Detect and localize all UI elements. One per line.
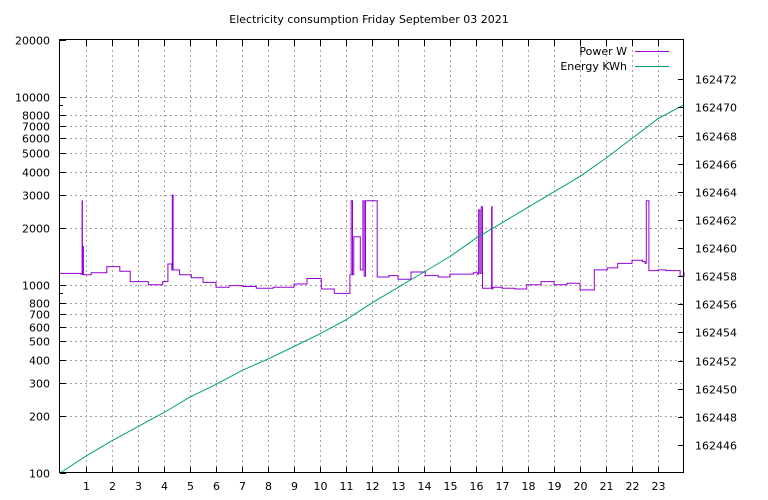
tick-labels: 1 2 3 4 5 6 7 8 9 10 11 12 13 14 15 16 17 18 19 20 21 22 23100… [15, 35, 737, 494]
x-tick-label: 15 [444, 480, 458, 493]
y-tick-label: 6000 [22, 133, 50, 146]
y2-tick-label: 162454 [695, 327, 737, 340]
y2-tick-label: 162452 [695, 356, 737, 369]
series-line-power [60, 194, 685, 294]
x-tick-label: 11 [340, 480, 354, 493]
x-tick-label: 21 [600, 480, 614, 493]
x-tick-label: 18 [522, 480, 536, 493]
x-tick-label: 7 [239, 480, 246, 493]
x-tick-label: 16 [470, 480, 484, 493]
x-tick-label: 8 [265, 480, 272, 493]
y-tick-label: 500 [29, 336, 50, 349]
plot-frame [59, 39, 684, 473]
ticks [60, 40, 684, 474]
y2-tick-label: 162458 [695, 271, 737, 284]
chart-title: Electricity consumption Friday September… [229, 13, 508, 26]
y-tick-label: 5000 [22, 148, 50, 161]
y-tick-label: 7000 [22, 121, 50, 134]
y2-tick-label: 162448 [695, 412, 737, 425]
x-tick-label: 9 [291, 480, 298, 493]
y-tick-label: 3000 [22, 190, 50, 203]
y-tick-label: 10000 [15, 92, 50, 105]
x-tick-label: 22 [626, 480, 640, 493]
x-tick-label: 10 [314, 480, 328, 493]
x-tick-label: 3 [135, 480, 142, 493]
y2-tick-label: 162464 [695, 187, 737, 200]
y2-tick-label: 162446 [695, 440, 737, 453]
y-tick-label: 800 [29, 298, 50, 311]
y2-tick-label: 162460 [695, 243, 737, 256]
x-tick-label: 14 [418, 480, 432, 493]
x-tick-label: 1 [83, 480, 90, 493]
y2-tick-label: 162472 [695, 74, 737, 87]
x-tick-label: 13 [392, 480, 406, 493]
legend: Power W Energy KWh [560, 45, 669, 73]
x-tick-label: 6 [213, 480, 220, 493]
grid-lines [60, 40, 684, 473]
y2-tick-label: 162468 [695, 131, 737, 144]
y-tick-label: 20000 [15, 35, 50, 48]
x-tick-label: 20 [574, 480, 588, 493]
y-tick-label: 100 [29, 468, 50, 481]
y2-tick-label: 162466 [695, 159, 737, 172]
y-tick-label: 2000 [22, 223, 50, 236]
x-tick-label: 17 [496, 480, 510, 493]
y2-tick-label: 162462 [695, 215, 737, 228]
y2-tick-label: 162450 [695, 384, 737, 397]
x-tick-label: 23 [652, 480, 666, 493]
y-tick-label: 4000 [22, 167, 50, 180]
y-tick-label: 1000 [22, 280, 50, 293]
y-tick-label: 8000 [22, 110, 50, 123]
y-tick-label: 400 [29, 355, 50, 368]
y-tick-label: 300 [29, 378, 50, 391]
y2-tick-label: 162470 [695, 102, 737, 115]
x-tick-label: 19 [548, 480, 562, 493]
x-tick-label: 2 [109, 480, 116, 493]
x-tick-label: 12 [366, 480, 380, 493]
x-tick-label: 5 [187, 480, 194, 493]
x-tick-label: 4 [161, 480, 168, 493]
y-tick-label: 600 [29, 322, 50, 335]
series-layer [59, 104, 685, 474]
y-tick-label: 200 [29, 411, 50, 424]
series-line-energy [59, 104, 685, 474]
legend-label: Energy KWh [560, 60, 627, 73]
y2-tick-label: 162456 [695, 299, 737, 312]
y-tick-label: 700 [29, 309, 50, 322]
legend-label: Power W [579, 45, 627, 58]
